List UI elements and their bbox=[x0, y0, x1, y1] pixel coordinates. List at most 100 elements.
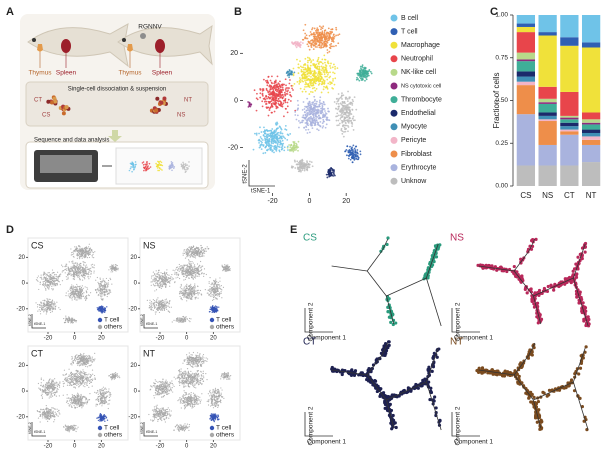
cell-point bbox=[303, 126, 305, 129]
cell-point bbox=[161, 279, 163, 281]
cell-point bbox=[297, 108, 299, 110]
cell-point bbox=[194, 277, 197, 279]
y-axis-label: tSNE-2 bbox=[28, 314, 32, 325]
cell-point bbox=[271, 105, 274, 108]
cell-point bbox=[316, 40, 318, 43]
cell-point bbox=[290, 166, 293, 169]
cell-point bbox=[270, 96, 273, 99]
x-tick-label: CS bbox=[520, 191, 531, 200]
cell-point bbox=[279, 86, 282, 89]
cell-point bbox=[321, 126, 324, 129]
cell-point bbox=[43, 273, 45, 275]
cell-point bbox=[180, 285, 182, 287]
cell-point bbox=[316, 27, 319, 30]
cell-point bbox=[49, 273, 51, 276]
cell-point bbox=[347, 157, 350, 160]
cell-point bbox=[69, 297, 71, 299]
cell-point bbox=[265, 141, 267, 144]
cell-point bbox=[305, 109, 308, 112]
cell-point bbox=[273, 82, 276, 85]
cell-point bbox=[75, 246, 77, 248]
cell-point bbox=[258, 141, 260, 144]
cell-point bbox=[308, 100, 311, 103]
cell-point bbox=[353, 158, 356, 161]
cell-point bbox=[277, 137, 280, 140]
cell-point bbox=[197, 297, 199, 299]
cell-point bbox=[297, 72, 300, 75]
cell-point bbox=[159, 277, 162, 279]
cell-point bbox=[279, 140, 282, 143]
cell-point bbox=[36, 277, 38, 279]
cell-point bbox=[309, 102, 311, 105]
cell-point bbox=[286, 101, 289, 104]
cell-point bbox=[352, 100, 355, 103]
cell-point bbox=[347, 114, 350, 117]
cell-point bbox=[142, 161, 145, 163]
cell-point bbox=[185, 254, 187, 256]
cell-point bbox=[258, 138, 261, 141]
cell-point bbox=[46, 302, 48, 304]
cell-point bbox=[344, 116, 346, 119]
cell-point bbox=[274, 134, 277, 136]
cell-point bbox=[53, 308, 55, 310]
cell-point bbox=[158, 167, 161, 169]
cell-point bbox=[271, 75, 273, 78]
cell-point bbox=[321, 31, 324, 34]
cell-point bbox=[321, 30, 324, 33]
cell-point bbox=[54, 274, 56, 276]
cell-point bbox=[71, 252, 73, 254]
cell-point bbox=[317, 58, 320, 61]
cell-point bbox=[100, 295, 102, 297]
cell-point bbox=[311, 91, 314, 94]
cell-point bbox=[327, 27, 330, 30]
cell-point bbox=[339, 110, 342, 113]
cell-point bbox=[265, 100, 268, 103]
legend-label: Erythrocyte bbox=[401, 164, 437, 171]
cell-point bbox=[320, 26, 323, 29]
cell-icon bbox=[61, 111, 66, 116]
cell-point bbox=[151, 275, 153, 277]
cell-point bbox=[260, 148, 263, 151]
cell-point bbox=[350, 153, 353, 156]
cell-point bbox=[162, 284, 164, 286]
bar-segment bbox=[516, 26, 536, 33]
cell-point bbox=[352, 157, 354, 160]
cell-point bbox=[187, 168, 189, 170]
cell-point bbox=[52, 306, 54, 308]
cell-point bbox=[299, 60, 301, 63]
cell-point bbox=[262, 78, 265, 81]
cell-point bbox=[322, 88, 325, 91]
cell-point bbox=[150, 281, 152, 283]
cell-point bbox=[361, 71, 363, 74]
step-label: Sequence and data analysis bbox=[34, 138, 109, 144]
cell-point bbox=[265, 94, 267, 97]
cell-point bbox=[71, 293, 73, 295]
cell-point bbox=[66, 263, 68, 265]
cell-point bbox=[267, 114, 270, 117]
cell-point bbox=[110, 271, 112, 273]
cell-point bbox=[201, 254, 204, 256]
cell-point bbox=[320, 65, 323, 68]
cell-point bbox=[194, 257, 197, 259]
cell-point bbox=[293, 82, 296, 85]
cell-point bbox=[311, 70, 314, 73]
cell-point bbox=[322, 71, 325, 73]
bar-segment bbox=[538, 86, 557, 99]
cell-point bbox=[71, 299, 73, 301]
cell-point bbox=[190, 283, 192, 285]
cell-point bbox=[286, 74, 289, 77]
panel-label: E bbox=[290, 224, 297, 236]
cell-point bbox=[200, 250, 202, 252]
cell-point bbox=[196, 251, 198, 253]
cell-point bbox=[316, 108, 319, 111]
cell-point bbox=[337, 42, 340, 45]
cell-point bbox=[203, 268, 206, 270]
cell-point bbox=[305, 129, 307, 131]
cell-point bbox=[158, 169, 161, 172]
cell-point bbox=[198, 289, 200, 291]
cell-point bbox=[170, 164, 173, 167]
cell-point bbox=[315, 117, 317, 120]
cell-point bbox=[105, 277, 108, 280]
cell-point bbox=[163, 280, 166, 282]
